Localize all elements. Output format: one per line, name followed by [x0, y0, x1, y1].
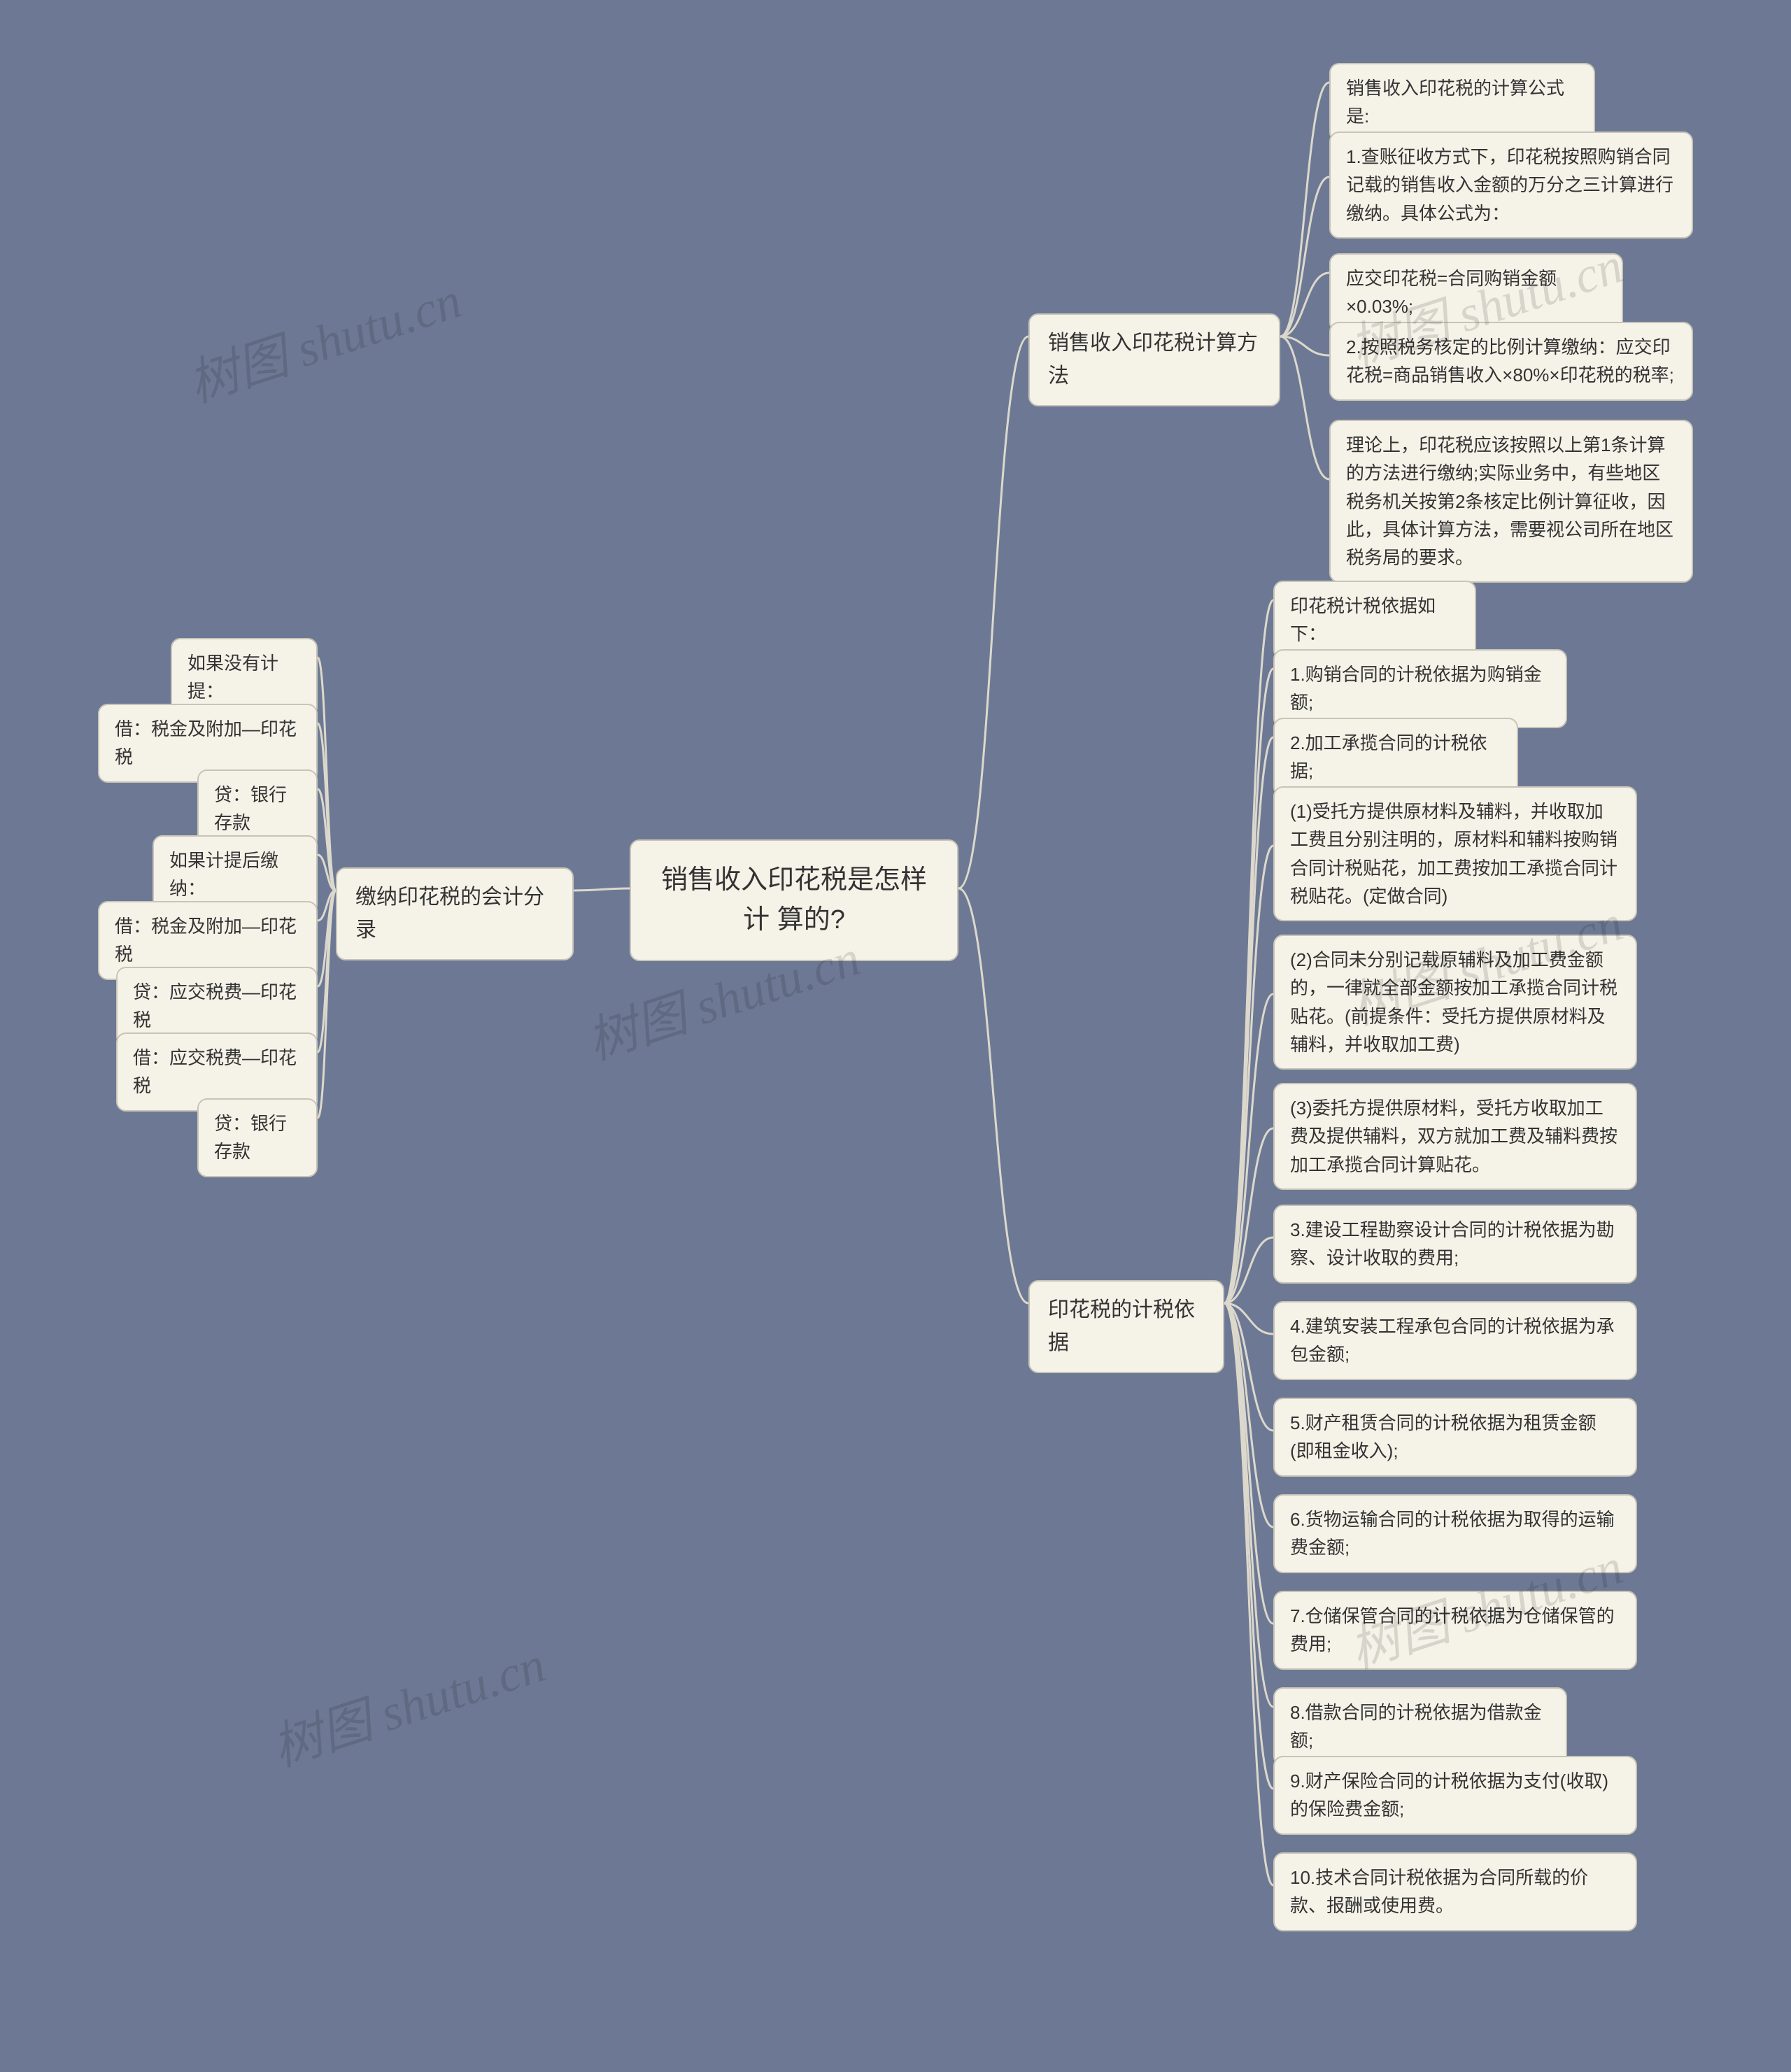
leaf-node: 8.借款合同的计税依据为借款金额;: [1273, 1687, 1567, 1766]
connector: [1224, 1237, 1273, 1303]
watermark: 树图 shutu.cn: [262, 1623, 553, 1780]
leaf-node: 10.技术合同计税依据为合同所载的价款、报酬或使用费。: [1273, 1852, 1637, 1931]
leaf-node: 贷：银行存款: [197, 1098, 318, 1177]
leaf-node: 应交印花税=合同购销金额×0.03%;: [1329, 253, 1623, 332]
connector: [1224, 1303, 1273, 1527]
connector: [1224, 994, 1273, 1303]
connector: [1224, 1303, 1273, 1885]
connector: [1280, 177, 1329, 336]
connector: [1280, 273, 1329, 336]
connector: [1224, 1303, 1273, 1707]
connector: [958, 888, 1028, 1303]
watermark: 树图 shutu.cn: [178, 259, 469, 416]
connector: [1280, 336, 1329, 479]
connector: [1224, 600, 1273, 1303]
branch-node: 销售收入印花税计算方法: [1028, 313, 1280, 406]
connector: [318, 855, 336, 890]
leaf-node: 3.建设工程勘察设计合同的计税依据为勘察、设计收取的费用;: [1273, 1205, 1637, 1284]
leaf-node: (1)受托方提供原材料及辅料，并收取加工费且分别注明的，原材料和辅料按购销合同计…: [1273, 786, 1637, 921]
leaf-node: 6.货物运输合同的计税依据为取得的运输费金额;: [1273, 1494, 1637, 1573]
branch-node: 印花税的计税依据: [1028, 1280, 1224, 1373]
connector: [1224, 1303, 1273, 1334]
branch-node: 缴纳印花税的会计分录: [336, 867, 574, 960]
connector: [1224, 737, 1273, 1303]
leaf-node: 2.按照税务核定的比例计算缴纳：应交印花税=商品销售收入×80%×印花税的税率;: [1329, 322, 1693, 401]
connector: [318, 723, 336, 890]
connector: [1280, 336, 1329, 355]
leaf-node: 2.加工承揽合同的计税依据;: [1273, 718, 1518, 797]
connector: [1224, 846, 1273, 1303]
leaf-node: 印花税计税依据如下：: [1273, 581, 1476, 660]
leaf-node: 1.购销合同的计税依据为购销金额;: [1273, 649, 1567, 728]
root-node: 销售收入印花税是怎样计 算的?: [630, 839, 958, 961]
connector: [318, 789, 336, 890]
leaf-node: 1.查账征收方式下，印花税按照购销合同记载的销售收入金额的万分之三计算进行缴纳。…: [1329, 132, 1693, 239]
leaf-node: 5.财产租赁合同的计税依据为租赁金额(即租金收入);: [1273, 1398, 1637, 1477]
leaf-node: 销售收入印花税的计算公式是:: [1329, 63, 1595, 142]
leaf-node: 7.仓储保管合同的计税依据为仓储保管的费用;: [1273, 1591, 1637, 1670]
connector: [1224, 1128, 1273, 1303]
connector: [318, 890, 336, 1118]
connector: [574, 888, 630, 890]
leaf-node: 9.财产保险合同的计税依据为支付(收取)的保险费金额;: [1273, 1756, 1637, 1835]
leaf-node: 理论上，印花税应该按照以上第1条计算的方法进行缴纳;实际业务中，有些地区税务机关…: [1329, 420, 1693, 583]
connector: [318, 890, 336, 986]
connector: [318, 890, 336, 921]
connector: [318, 658, 336, 890]
leaf-node: (2)合同未分别记载原辅料及加工费金额的，一律就全部金额按加工承揽合同计税贴花。…: [1273, 935, 1637, 1070]
leaf-node: 4.建筑安装工程承包合同的计税依据为承包金额;: [1273, 1301, 1637, 1380]
connector: [1280, 83, 1329, 336]
connector: [1224, 669, 1273, 1303]
connector: [1224, 1303, 1273, 1789]
connector: [958, 336, 1028, 888]
connector: [1224, 1303, 1273, 1431]
connector: [1224, 1303, 1273, 1624]
leaf-node: (3)委托方提供原材料，受托方收取加工费及提供辅料，双方就加工费及辅料费按加工承…: [1273, 1083, 1637, 1190]
connector: [318, 890, 336, 1052]
